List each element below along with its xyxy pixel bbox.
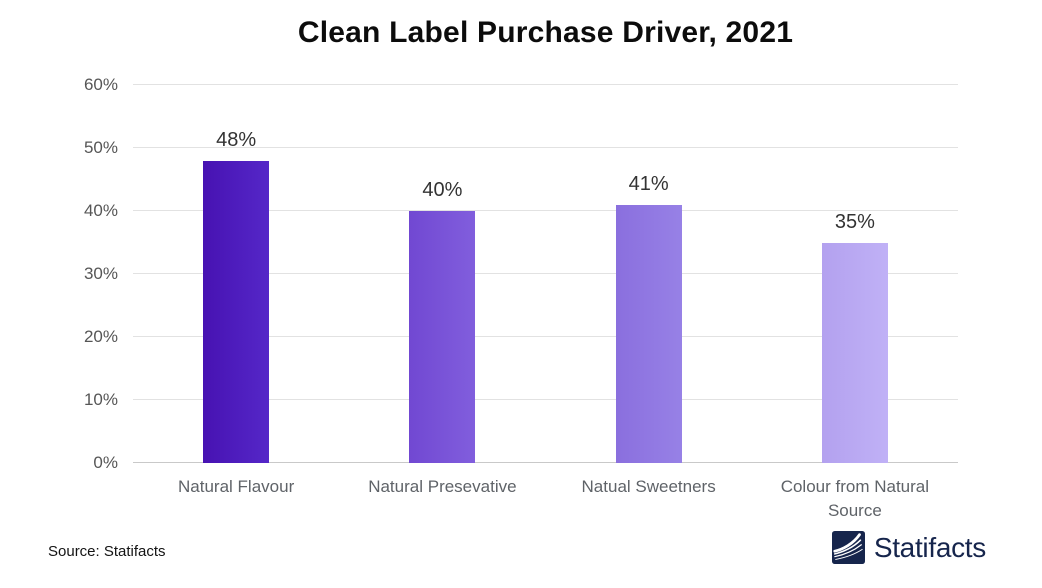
bar-value-label: 40% [422, 179, 463, 201]
bar [821, 242, 888, 463]
bar-value-label: 48% [216, 128, 257, 151]
gridline [133, 273, 958, 274]
x-axis-label: Colour from Natural Source [780, 477, 930, 520]
y-tick-label: 40% [83, 201, 118, 220]
chart-title: Clean Label Purchase Driver, 2021 [297, 16, 794, 49]
y-tick-label: 30% [83, 264, 118, 283]
gridline [133, 399, 958, 400]
x-axis-labels: Natural Flavour Natural Presevative Natual… [133, 475, 958, 523]
y-tick-label: 20% [83, 327, 118, 346]
y-tick-label: 50% [83, 138, 118, 157]
bar-slot: 40% [339, 85, 545, 463]
gridline [133, 84, 958, 85]
plot-area: 48% 40% 41% 35% [133, 84, 958, 463]
gridline [133, 147, 958, 148]
y-tick-label: 0% [93, 453, 118, 472]
brand-name: Statifacts [873, 531, 986, 563]
x-axis-label: Natual Sweetners [581, 477, 716, 496]
bar-slot: 41% [546, 85, 752, 463]
x-axis-label: Natural Flavour [178, 477, 295, 496]
y-tick-label: 10% [83, 390, 118, 409]
y-tick-label: 60% [83, 75, 118, 94]
y-axis-ticks: 0% 10% 20% 30% 40% 50% 60% [0, 75, 118, 472]
gridline [133, 336, 958, 337]
bar [203, 160, 270, 463]
gridline [133, 210, 958, 211]
source-note: Source: Statifacts [48, 543, 166, 560]
bar-slot: 48% [133, 85, 339, 463]
bar-value-label: 41% [628, 172, 669, 195]
bar [409, 211, 476, 463]
brand-logo: Statifacts [831, 531, 986, 564]
bars: 48% 40% 41% 35% [133, 85, 958, 463]
bar-slot: 35% [752, 85, 958, 463]
x-axis-label: Natural Presevative [368, 477, 517, 496]
gridline [133, 462, 958, 463]
bar [615, 204, 682, 463]
bar-value-label: 35% [834, 210, 875, 233]
waves-square-icon [831, 531, 865, 564]
